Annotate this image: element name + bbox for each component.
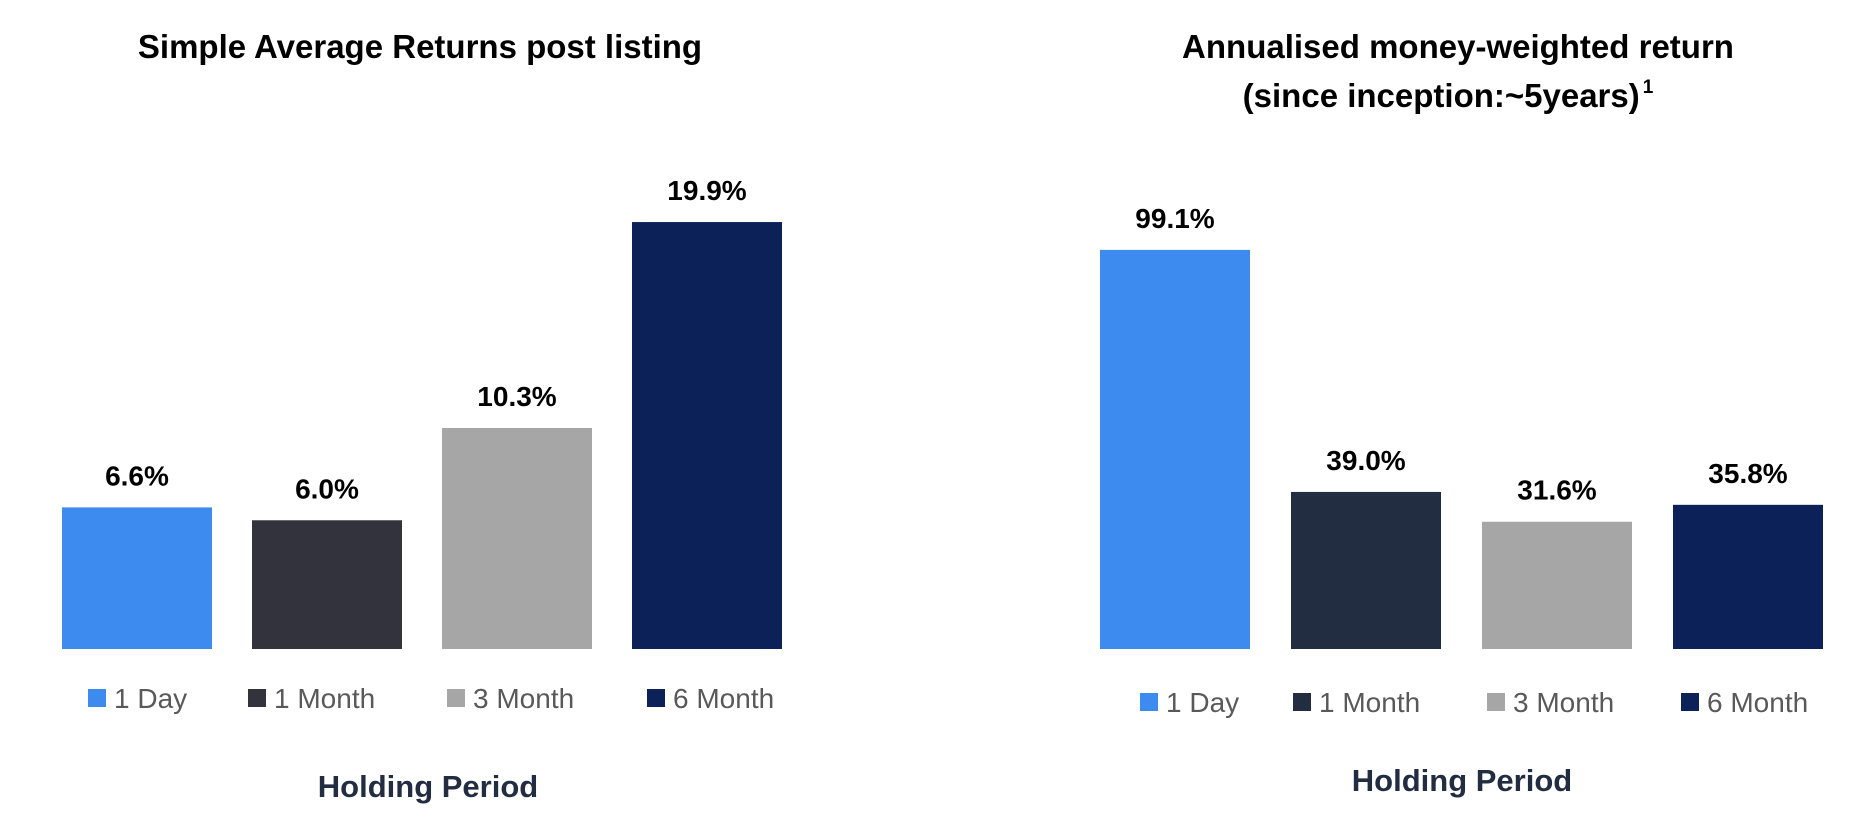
right-legend-swatch-3 xyxy=(1487,693,1505,711)
right-chart: Annualised money-weighted return (since … xyxy=(1100,28,1823,798)
right-legend-label-2: 1 Month xyxy=(1319,687,1420,718)
left-legend-swatch-1 xyxy=(88,689,106,707)
left-legend-label-3: 3 Month xyxy=(473,683,574,714)
left-chart-title: Simple Average Returns post listing xyxy=(138,28,702,65)
left-legend-swatch-4 xyxy=(647,689,665,707)
left-legend-label-2: 1 Month xyxy=(274,683,375,714)
left-bar-value-label-4: 19.9% xyxy=(667,175,746,206)
left-bar-value-label-1: 6.6% xyxy=(105,460,169,491)
left-legend-swatch-2 xyxy=(248,689,266,707)
right-bar-1 xyxy=(1100,249,1250,649)
right-bar-4 xyxy=(1673,504,1823,649)
right-chart-title: Annualised money-weighted return xyxy=(1182,28,1734,65)
right-chart-title-line2-text: (since inception:~5years) xyxy=(1243,77,1640,114)
right-chart-bars: 99.1% 39.0% 31.6% 35.8% xyxy=(1100,203,1823,649)
left-bar-value-label-3: 10.3% xyxy=(477,381,556,412)
left-chart-x-axis-label: Holding Period xyxy=(318,769,538,804)
right-legend-swatch-4 xyxy=(1681,693,1699,711)
left-legend-swatch-3 xyxy=(447,689,465,707)
left-legend-label-1: 1 Day xyxy=(114,683,187,714)
left-chart-bars: 6.6% 6.0% 10.3% 19.9% xyxy=(62,175,782,649)
left-chart: Simple Average Returns post listing 6.6%… xyxy=(62,28,782,804)
right-bar-value-label-2: 39.0% xyxy=(1326,445,1405,476)
left-bar-1 xyxy=(62,507,212,649)
right-bar-2 xyxy=(1291,491,1441,649)
right-legend-label-4: 6 Month xyxy=(1707,687,1808,718)
right-bar-value-label-1: 99.1% xyxy=(1135,203,1214,234)
right-chart-title-superscript: 1 xyxy=(1643,77,1654,98)
right-legend-label-1: 1 Day xyxy=(1166,687,1239,718)
left-bar-2 xyxy=(252,520,402,649)
right-chart-legend: 1 Day 1 Month 3 Month 6 Month xyxy=(1140,687,1808,718)
right-legend-swatch-2 xyxy=(1293,693,1311,711)
right-legend-swatch-1 xyxy=(1140,693,1158,711)
left-bar-4 xyxy=(632,222,782,649)
right-chart-x-axis-label: Holding Period xyxy=(1352,763,1572,798)
right-chart-title-line2: (since inception:~5years) 1 xyxy=(1243,77,1654,114)
left-bar-value-label-2: 6.0% xyxy=(295,473,359,504)
right-bar-3 xyxy=(1482,521,1632,649)
right-bar-value-label-3: 31.6% xyxy=(1517,475,1596,506)
right-bar-value-label-4: 35.8% xyxy=(1708,458,1787,489)
left-bar-3 xyxy=(442,428,592,649)
right-legend-label-3: 3 Month xyxy=(1513,687,1614,718)
left-chart-legend: 1 Day 1 Month 3 Month 6 Month xyxy=(88,683,774,714)
left-legend-label-4: 6 Month xyxy=(673,683,774,714)
